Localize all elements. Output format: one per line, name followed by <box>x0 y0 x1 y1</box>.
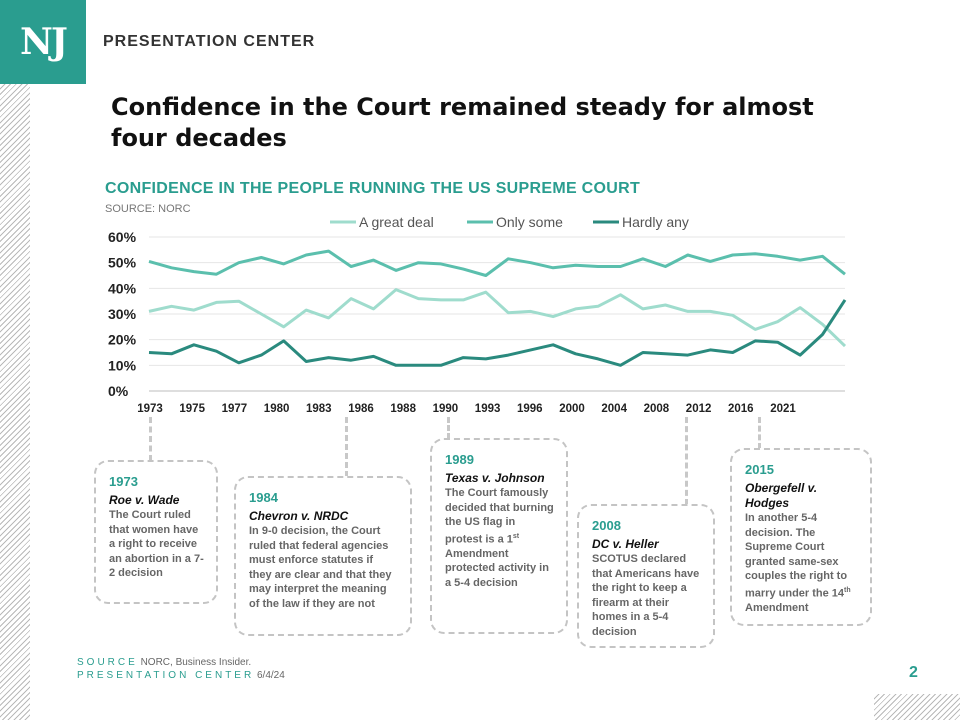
legend-label: A great deal <box>359 214 434 230</box>
x-tick-label: 2016 <box>728 403 754 415</box>
x-tick-label: 1990 <box>433 403 459 415</box>
footer-presentation-center: PRESENTATION CENTER 6/4/24 <box>77 670 285 681</box>
footer-source-text: NORC, Business Insider. <box>140 657 252 668</box>
annotation-case: DC v. Heller <box>592 537 659 551</box>
annotation-chevron-v-nrdc: 1984 Chevron v. NRDC In 9-0 decision, th… <box>234 476 412 636</box>
series-line <box>148 299 847 367</box>
line-chart: 0% 10% 20% 30% 40% 50% 60% 1973 1975 1977 1980 1983… <box>108 214 847 415</box>
footer-source: SOURCE NORC, Business Insider. <box>77 657 251 668</box>
annotation-description: In 9-0 decision, the Court ruled that fe… <box>249 525 392 610</box>
y-tick-label: 30% <box>108 306 137 322</box>
connector-2015 <box>758 417 761 449</box>
y-tick-label: 50% <box>108 255 137 271</box>
x-tick-label: 1980 <box>264 403 290 415</box>
x-tick-label: 1988 <box>390 403 416 415</box>
annotation-year: 1984 <box>249 490 278 505</box>
x-tick-label: 2008 <box>644 403 670 415</box>
page-number: 2 <box>909 664 918 681</box>
connector-1984 <box>345 417 348 477</box>
legend-label: Only some <box>496 214 563 230</box>
y-tick-label: 40% <box>108 280 137 296</box>
annotation-description: SCOTUS declared that Americans have the … <box>592 553 700 638</box>
annotation-case: Chevron v. NRDC <box>249 509 349 523</box>
annotation-year: 2015 <box>745 462 774 477</box>
legend-label: Hardly any <box>622 214 689 230</box>
annotation-texas-v-johnson: 1989 Texas v. Johnson The Court famously… <box>430 438 568 634</box>
x-tick-label: 1975 <box>179 403 205 415</box>
x-tick-label: 2012 <box>686 403 712 415</box>
y-tick-label: 60% <box>108 229 137 245</box>
x-tick-label: 2004 <box>601 403 627 415</box>
connector-1989 <box>447 417 450 439</box>
annotation-year: 2008 <box>592 518 621 533</box>
annotation-year: 1973 <box>109 474 138 489</box>
nj-logo: NJ <box>0 0 86 84</box>
chart-subtitle: SOURCE: NORC <box>105 203 191 215</box>
footer-date: 6/4/24 <box>256 670 285 681</box>
x-tick-label: 2000 <box>559 403 585 415</box>
x-tick-label: 1973 <box>137 403 163 415</box>
annotation-obergefell-v-hodges: 2015 Obergefell v. Hodges In another 5-4… <box>730 448 872 626</box>
annotation-description: The Court famously decided that burning … <box>445 487 554 589</box>
left-hatch-decoration <box>0 84 30 720</box>
y-tick-label: 10% <box>108 357 137 373</box>
annotation-description: The Court ruled that women have a right … <box>109 509 204 579</box>
slide-title: Confidence in the Court remained steady … <box>111 93 814 152</box>
y-tick-label: 0% <box>108 383 129 399</box>
annotation-case: Obergefell v. Hodges <box>745 481 818 510</box>
annotation-dc-v-heller: 2008 DC v. Heller SCOTUS declared that A… <box>577 504 715 648</box>
y-tick-label: 20% <box>108 332 137 348</box>
series-line <box>148 288 847 348</box>
footer-source-label: SOURCE <box>77 657 138 668</box>
x-tick-label: 1986 <box>348 403 374 415</box>
annotation-case: Texas v. Johnson <box>445 471 545 485</box>
x-tick-label: 2021 <box>770 403 796 415</box>
connector-2008 <box>685 417 688 505</box>
footer-pres-label: PRESENTATION CENTER <box>77 670 255 681</box>
presentation-center-header: PRESENTATION CENTER <box>103 33 316 50</box>
logo-text: NJ <box>20 21 68 63</box>
series-line <box>148 249 846 277</box>
x-tick-label: 1983 <box>306 403 332 415</box>
annotation-year: 1989 <box>445 452 474 467</box>
x-tick-label: 1993 <box>475 403 501 415</box>
chart-title: CONFIDENCE IN THE PEOPLE RUNNING THE US … <box>105 180 641 197</box>
annotation-case: Roe v. Wade <box>109 493 180 507</box>
annotation-roe-v-wade: 1973 Roe v. Wade The Court ruled that wo… <box>94 460 218 604</box>
bottom-right-hatch-decoration <box>874 694 960 720</box>
x-tick-label: 1996 <box>517 403 543 415</box>
annotation-description: In another 5-4 decision. The Supreme Cou… <box>745 512 851 614</box>
connector-1973 <box>149 417 152 461</box>
x-tick-label: 1977 <box>222 403 248 415</box>
